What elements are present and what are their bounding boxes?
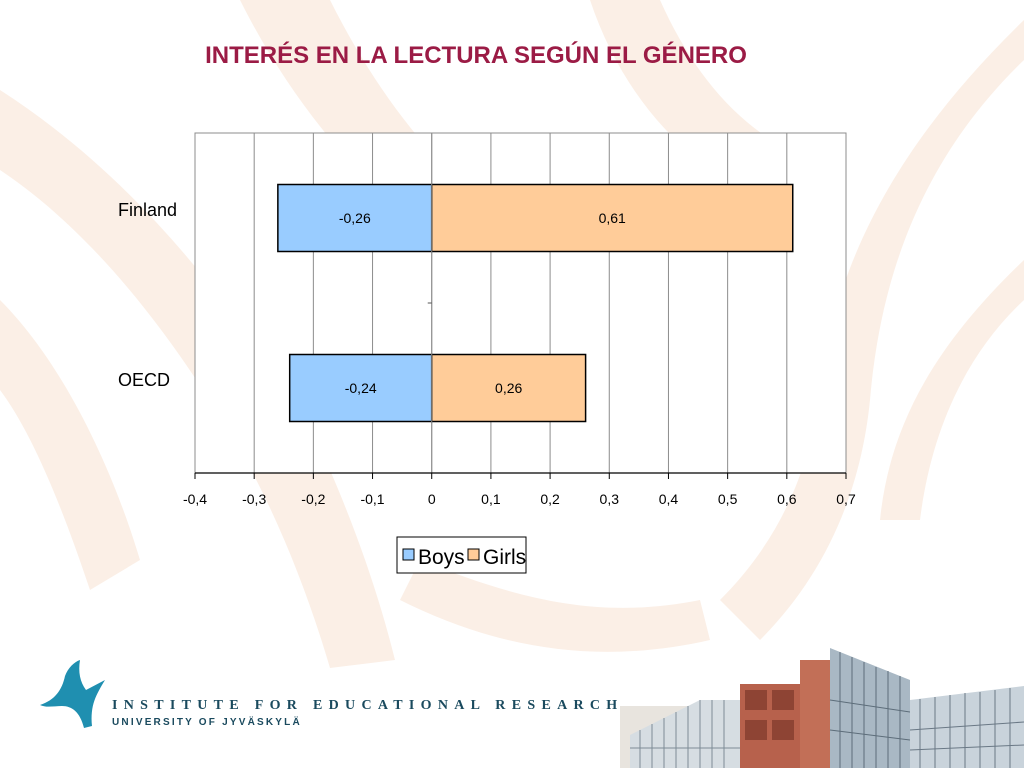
legend: Boys Girls: [396, 536, 527, 574]
slide-title: INTERÉS EN LA LECTURA SEGÚN EL GÉNERO: [205, 42, 747, 69]
bar-boys-oecd: [288, 353, 433, 423]
legend-swatch-boys: [402, 548, 415, 561]
x-tick-label: -0,1: [360, 491, 384, 507]
institute-name: INSTITUTE FOR EDUCATIONAL RESEARCH: [112, 698, 624, 713]
x-tick-label: 0,4: [659, 491, 679, 507]
x-tick-label: 0,5: [718, 491, 738, 507]
x-tick-label: 0,2: [540, 491, 560, 507]
x-tick-label: 0,7: [836, 491, 856, 507]
jyu-bird-logo-icon: [40, 660, 105, 728]
data-label: -0,26: [339, 210, 371, 226]
bar-boys-finland: [277, 183, 433, 253]
data-label: 0,26: [495, 380, 522, 396]
legend-swatch-girls: [467, 548, 480, 561]
bars: [277, 183, 794, 423]
bar-girls-finland: [430, 183, 794, 253]
legend-label-girls: Girls: [483, 546, 526, 569]
x-tick-label: 0,3: [600, 491, 620, 507]
x-tick-label: -0,4: [183, 491, 207, 507]
bar-girls-oecd: [430, 353, 587, 423]
university-name: UNIVERSITY OF JYVÄSKYLÄ: [112, 717, 302, 728]
legend-label-boys: Boys: [418, 546, 465, 569]
university-building-photo: [620, 648, 1024, 768]
x-tick-label: 0,6: [777, 491, 797, 507]
data-label: 0,61: [599, 210, 626, 226]
footer-graphics: [40, 648, 1024, 768]
x-tick-label: 0,1: [481, 491, 501, 507]
x-tick-label: -0,2: [301, 491, 325, 507]
labels: -0,26 0,61 Finland -0,24 0,26 OECD: [118, 200, 626, 396]
data-label: -0,24: [345, 380, 377, 396]
x-tick-label: 0: [428, 491, 436, 507]
category-label: OECD: [118, 370, 170, 390]
category-label: Finland: [118, 200, 177, 220]
legend-box: [396, 536, 527, 574]
x-tick-label: -0,3: [242, 491, 266, 507]
axes: -0,4 -0,3 -0,2 -0,1 0 0,1 0,2 0,3 0,4 0,5 0,6 0,7: [183, 133, 856, 507]
